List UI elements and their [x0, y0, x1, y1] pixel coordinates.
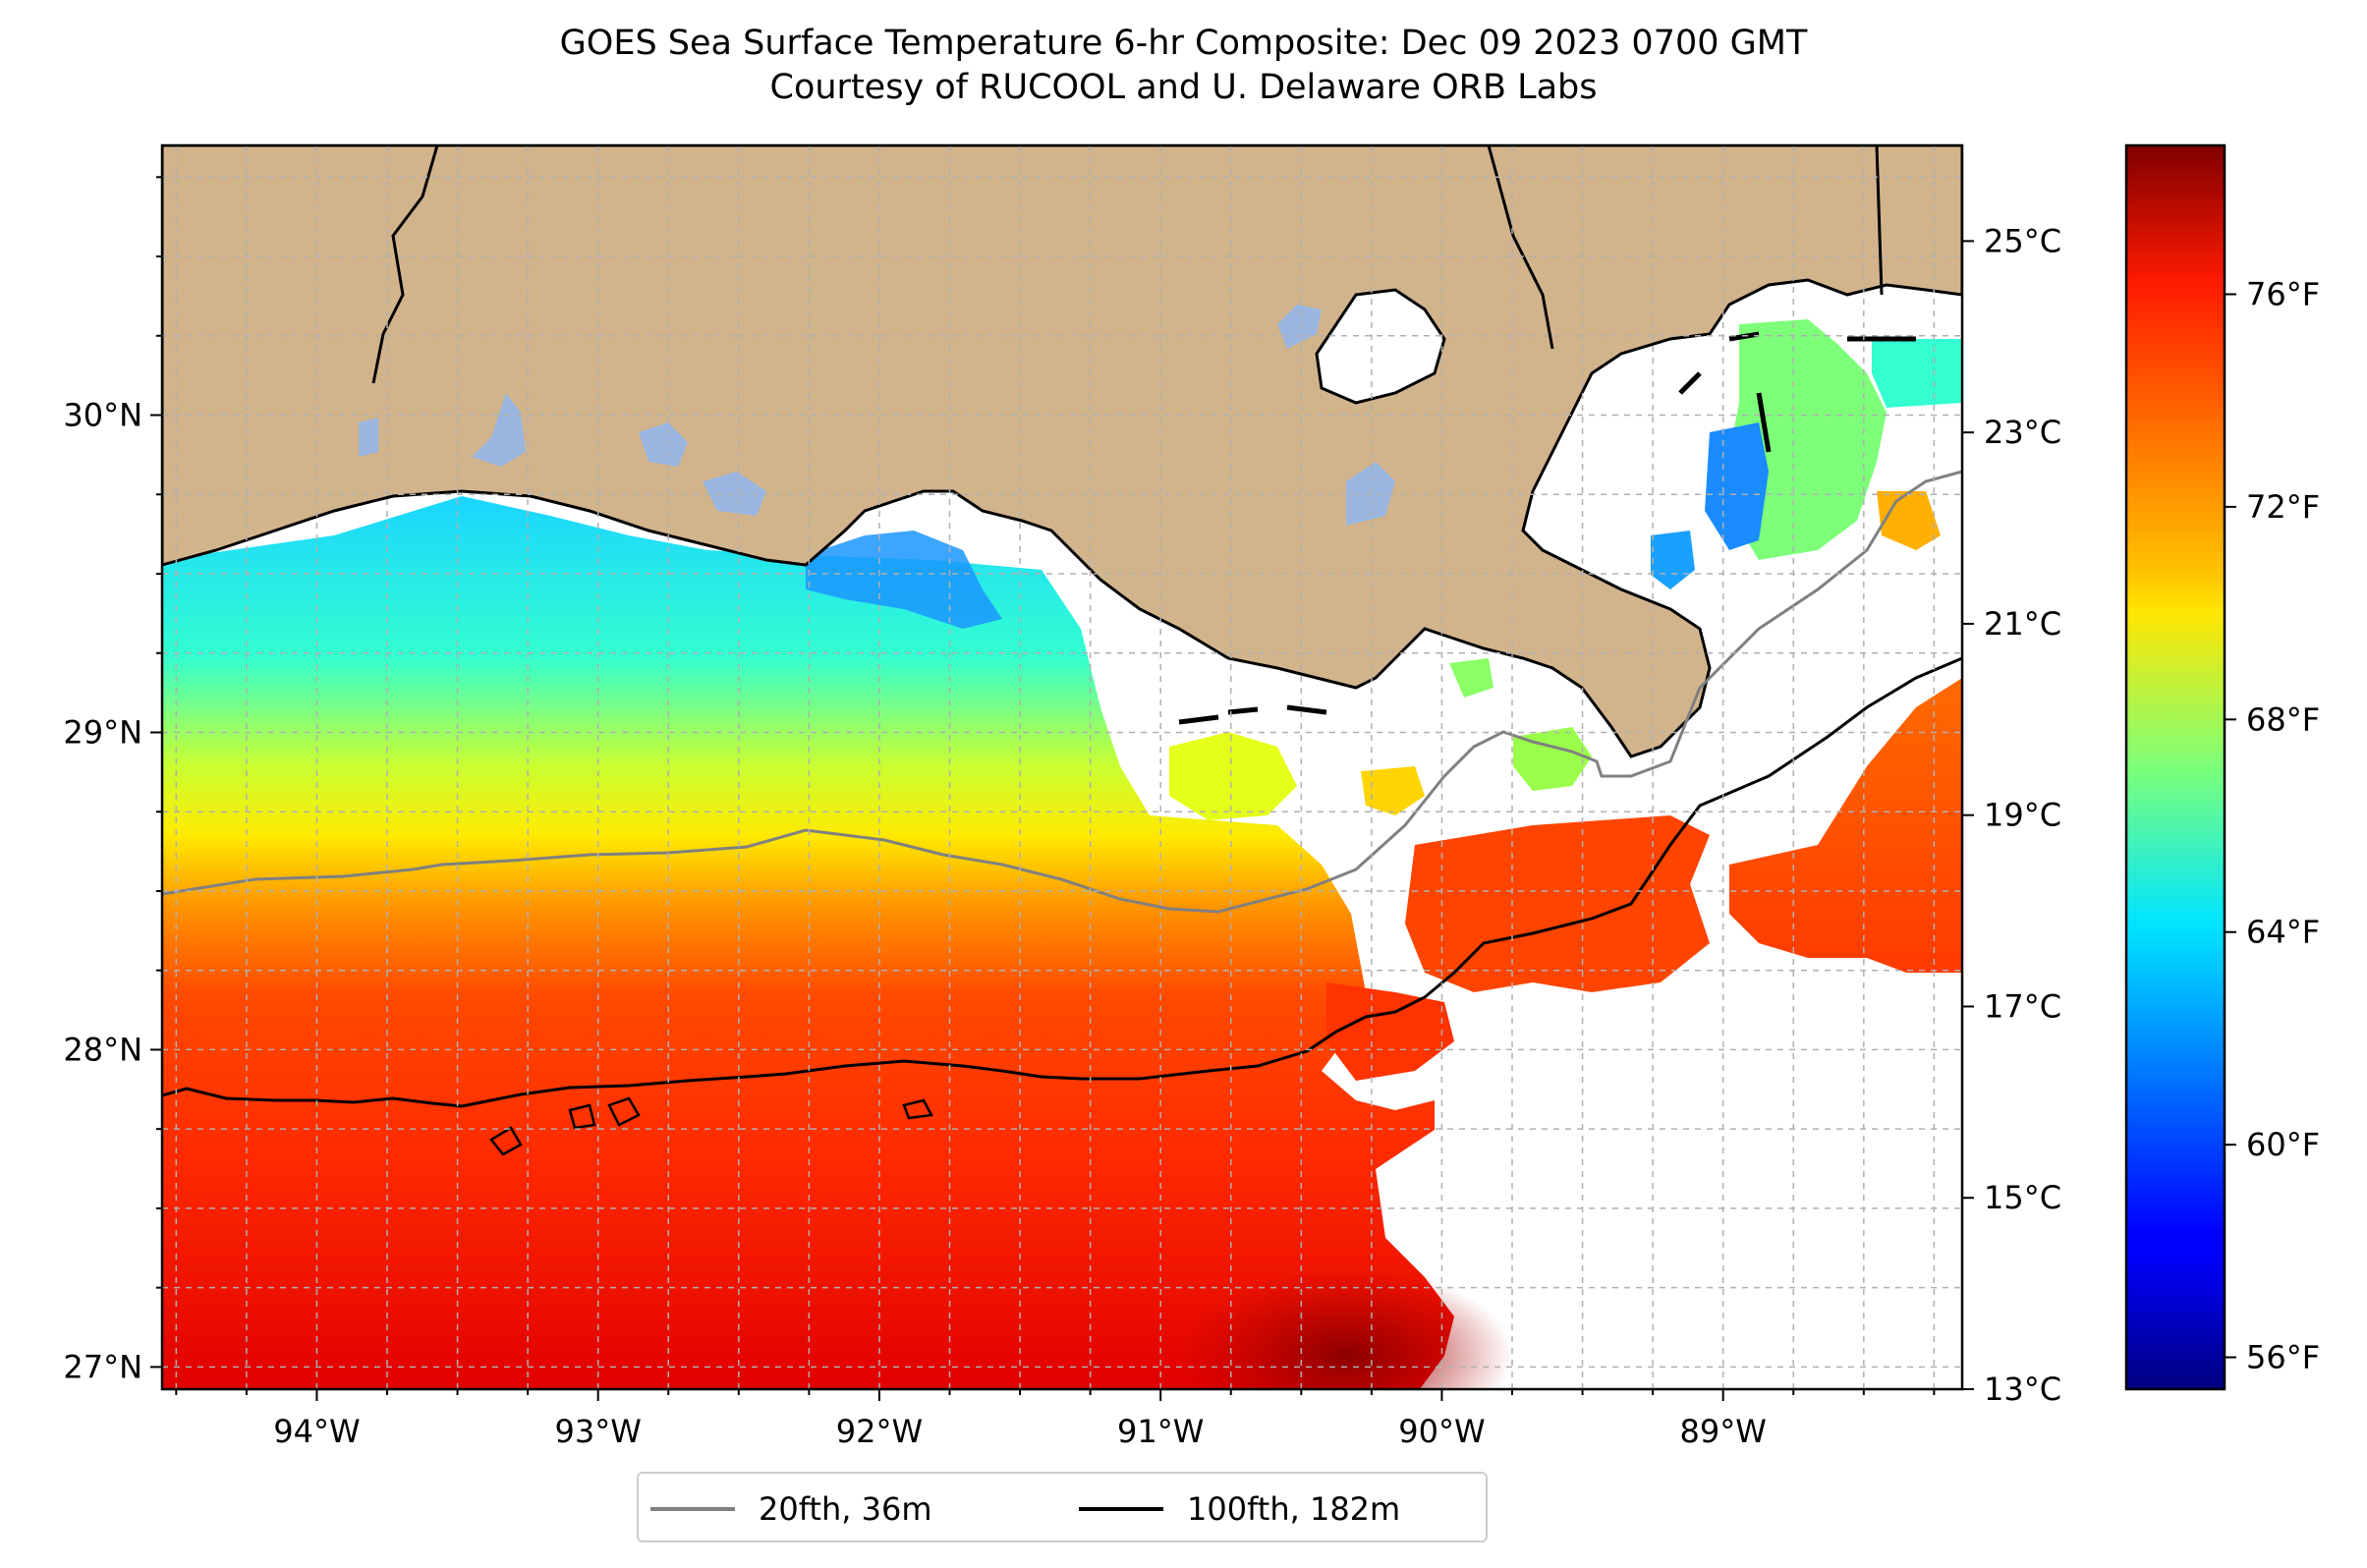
lat-tick-label: 28°N — [63, 1031, 142, 1068]
land-area — [162, 145, 1962, 758]
latitude-axis: 30°N 29°N 28°N 27°N — [63, 176, 162, 1385]
lon-tick-label: 92°W — [836, 1413, 923, 1450]
isobath-100fth-islands — [489, 1096, 933, 1156]
sst-field-west — [162, 496, 1454, 1389]
legend-line-100fth — [1079, 1507, 1163, 1511]
colorbar-celsius-label: 25°C — [1984, 222, 2061, 259]
lake-6 — [359, 418, 378, 457]
colorbar-fahrenheit-axis: 76°F 72°F 68°F 64°F 60°F 56°F — [2225, 275, 2320, 1376]
sst-patch-ne-green — [1729, 319, 1887, 560]
lake-5 — [1346, 462, 1395, 526]
legend-label-20fth: 20fth, 36m — [759, 1490, 932, 1528]
lake-4 — [703, 472, 766, 516]
colorbar-celsius-label: 15°C — [1984, 1179, 2061, 1216]
state-boundary — [371, 145, 439, 384]
sst-patch-ne-blue-2 — [1651, 531, 1695, 589]
lake-2 — [472, 393, 526, 467]
colorbar-celsius-label: 13°C — [1984, 1371, 2061, 1408]
lat-tick-label: 27°N — [63, 1348, 142, 1385]
title-line-1: GOES Sea Surface Temperature 6-hr Compos… — [559, 24, 1808, 63]
sst-patch-ne-cyan — [1872, 339, 1962, 408]
state-boundary — [1487, 145, 1554, 350]
title-line-2: Courtesy of RUCOOL and U. Delaware ORB L… — [769, 68, 1598, 107]
colorbar-celsius-label: 17°C — [1984, 987, 2061, 1025]
sst-patch-ne-blue — [1705, 422, 1769, 550]
sst-hotspot — [1179, 1267, 1513, 1389]
colorbar-celsius-label: 23°C — [1984, 414, 2061, 451]
sst-coastal-cold — [806, 531, 1002, 629]
legend-label-100fth: 100fth, 182m — [1187, 1490, 1401, 1528]
lon-tick-label: 89°W — [1680, 1413, 1767, 1450]
colorbar-fahrenheit-label: 64°F — [2246, 914, 2320, 951]
colorbar-fahrenheit-label: 72°F — [2246, 488, 2320, 526]
isobath-20fth-line — [162, 470, 1962, 914]
longitude-axis: 94°W 93°W 92°W 91°W 90°W 89°W — [175, 1389, 1936, 1450]
legend-item-100fth: 100fth, 182m — [1079, 1487, 1400, 1531]
lake-1 — [1277, 305, 1322, 349]
map-frame — [160, 143, 1964, 1391]
colorbar-celsius-label: 19°C — [1984, 797, 2061, 834]
sst-patch-green — [1513, 727, 1592, 791]
colorbar-celsius-label: 21°C — [1984, 605, 2061, 643]
colorbar-fahrenheit-label: 68°F — [2246, 700, 2320, 738]
lat-tick-label: 29°N — [63, 713, 142, 751]
sst-field-central — [1405, 815, 1710, 992]
sst-field-east — [1729, 678, 1962, 973]
sst-patch-ne-orange — [1877, 491, 1941, 550]
lon-tick-label: 91°W — [1117, 1413, 1204, 1450]
lon-tick-label: 93°W — [555, 1413, 642, 1450]
isobath-100fth-line — [162, 656, 1962, 1108]
lake-pontchartrain — [1315, 288, 1446, 405]
colorbar-fahrenheit-label: 76°F — [2246, 275, 2320, 312]
sst-field-central-south — [1326, 982, 1454, 1081]
colorbar-celsius-axis: 25°C 23°C 21°C 19°C 17°C 15°C 13°C — [1962, 222, 2061, 1408]
lat-tick-label: 30°N — [63, 397, 142, 434]
state-boundary — [1875, 145, 1884, 296]
map-gridlines — [162, 145, 1962, 1389]
colorbar — [2124, 143, 2226, 1391]
sst-patch-yellow-2 — [1361, 766, 1425, 815]
lake-3 — [639, 422, 688, 467]
legend-item-20fth: 20fth, 36m — [650, 1487, 931, 1531]
isobath-legend: 20fth, 36m 100fth, 182m — [637, 1472, 1488, 1542]
lon-tick-label: 94°W — [273, 1413, 360, 1450]
legend-line-20fth — [650, 1507, 735, 1511]
lon-tick-label: 90°W — [1398, 1413, 1485, 1450]
sst-patch-green-2 — [1449, 658, 1493, 698]
colorbar-fahrenheit-label: 56°F — [2246, 1339, 2320, 1376]
colorbar-fahrenheit-label: 60°F — [2246, 1126, 2320, 1163]
map-title: GOES Sea Surface Temperature 6-hr Compos… — [0, 22, 2367, 110]
sst-patch-yellow — [1169, 732, 1297, 820]
